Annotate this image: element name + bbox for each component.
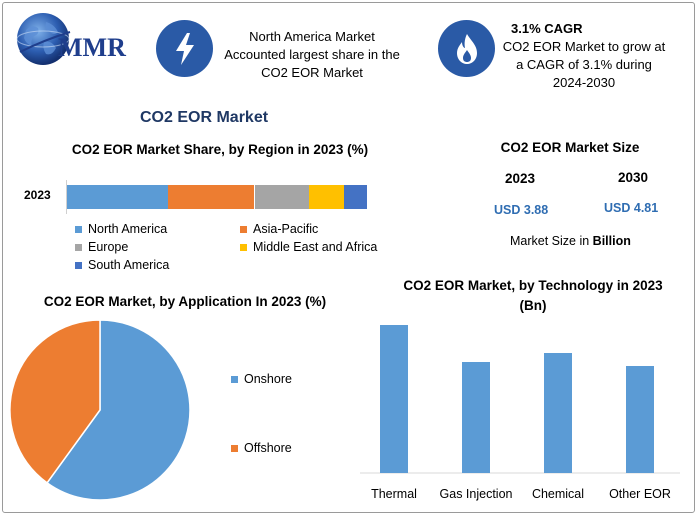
- info1-line: Accounted largest share in the: [224, 47, 400, 62]
- market-size-value-2030: USD 4.81: [604, 201, 659, 215]
- market-size-year-2023: 2023: [504, 171, 536, 186]
- region-bar-segment-asia-pacific: [167, 185, 255, 209]
- legend-label: North America: [88, 222, 168, 236]
- legend-swatch: [231, 444, 238, 452]
- info1-line: CO2 EOR Market: [261, 65, 363, 80]
- technology-bar-thermal: [380, 325, 408, 473]
- region-bar-segment-north-america: [67, 185, 168, 209]
- technology-bar-chemical: [544, 353, 572, 473]
- technology-bar-chart: Thermal Gas Injection Chemical Other EOR: [360, 325, 680, 501]
- globe-logo-icon: [16, 13, 71, 65]
- pie-slice-onshore: [46, 319, 191, 501]
- info-north-america: North America Market Accounted largest s…: [212, 28, 412, 82]
- flame-icon: [438, 20, 495, 77]
- legend-item-north-america: North America: [75, 220, 235, 238]
- legend-label: Europe: [88, 240, 129, 254]
- region-stacked-bar: [67, 185, 367, 209]
- region-axis-line: [66, 180, 67, 214]
- legend-item-europe: Europe: [75, 238, 235, 256]
- infographic-frame: [2, 2, 695, 513]
- legend-swatch: [75, 225, 82, 233]
- cagr-title: 3.1% CAGR: [511, 21, 583, 36]
- technology-chart-title: CO2 EOR Market, by Technology in 2023 (B…: [403, 278, 663, 313]
- legend-swatch: [75, 243, 82, 251]
- region-bar-segment-south-america: [343, 185, 367, 209]
- legend-swatch: [231, 375, 238, 383]
- market-size-year-2030: 2030: [617, 170, 649, 185]
- technology-bar-other-eor: [626, 366, 654, 473]
- market-size-title: CO2 EOR Market Size: [500, 140, 640, 155]
- legend-label: Onshore: [244, 372, 292, 386]
- info2-line: CO2 EOR Market to grow at: [502, 39, 666, 54]
- market-size-note-unit: Billion: [592, 234, 631, 248]
- market-size-note: Market Size in Billion: [510, 234, 631, 248]
- region-bar-segment-middle-east-and-africa: [309, 185, 344, 209]
- legend-swatch: [240, 225, 247, 233]
- region-legend-right: Asia-Pacific Middle East and Africa: [240, 220, 420, 256]
- technology-tick-label: Thermal: [371, 487, 417, 501]
- logo-text: MMR: [58, 33, 126, 62]
- legend-label: Asia-Pacific: [253, 222, 319, 236]
- lightning-bolt-icon: [156, 20, 213, 77]
- technology-bar-gas-injection: [462, 362, 490, 473]
- legend-item-offshore: Offshore: [231, 439, 292, 457]
- region-legend-left: North America Europe South America: [75, 220, 235, 274]
- info1-line: North America Market: [249, 29, 375, 44]
- market-size-value-2023: USD 3.88: [494, 203, 549, 217]
- application-chart-title: CO2 EOR Market, by Application In 2023 (…: [43, 294, 327, 309]
- info2-line: 2024-2030: [552, 75, 616, 90]
- pie-slice-offshore: [9, 319, 101, 484]
- legend-item-onshore: Onshore: [231, 370, 292, 388]
- legend-swatch: [240, 243, 247, 251]
- application-pie-chart: [9, 319, 191, 501]
- technology-tick-label: Chemical: [532, 487, 584, 501]
- legend-item-south-america: South America: [75, 256, 235, 274]
- region-year-label: 2023: [24, 188, 51, 202]
- legend-item-asia-pacific: Asia-Pacific: [240, 220, 420, 238]
- legend-label: South America: [88, 258, 170, 272]
- info2-line: a CAGR of 3.1% during: [516, 57, 652, 72]
- legend-label: Offshore: [244, 441, 292, 455]
- legend-item-middle-east-africa: Middle East and Africa: [240, 238, 420, 256]
- legend-swatch: [75, 261, 82, 269]
- region-bar-segment-europe: [254, 185, 310, 209]
- technology-tick-label: Other EOR: [609, 487, 671, 501]
- market-size-note-prefix: Market Size in: [510, 234, 593, 248]
- region-chart-title: CO2 EOR Market Share, by Region in 2023 …: [71, 142, 369, 157]
- main-title: CO2 EOR Market: [140, 109, 269, 126]
- info-cagr: 3.1% CAGR CO2 EOR Market to grow at a CA…: [494, 20, 674, 92]
- technology-tick-label: Gas Injection: [440, 487, 513, 501]
- legend-label: Middle East and Africa: [253, 240, 378, 254]
